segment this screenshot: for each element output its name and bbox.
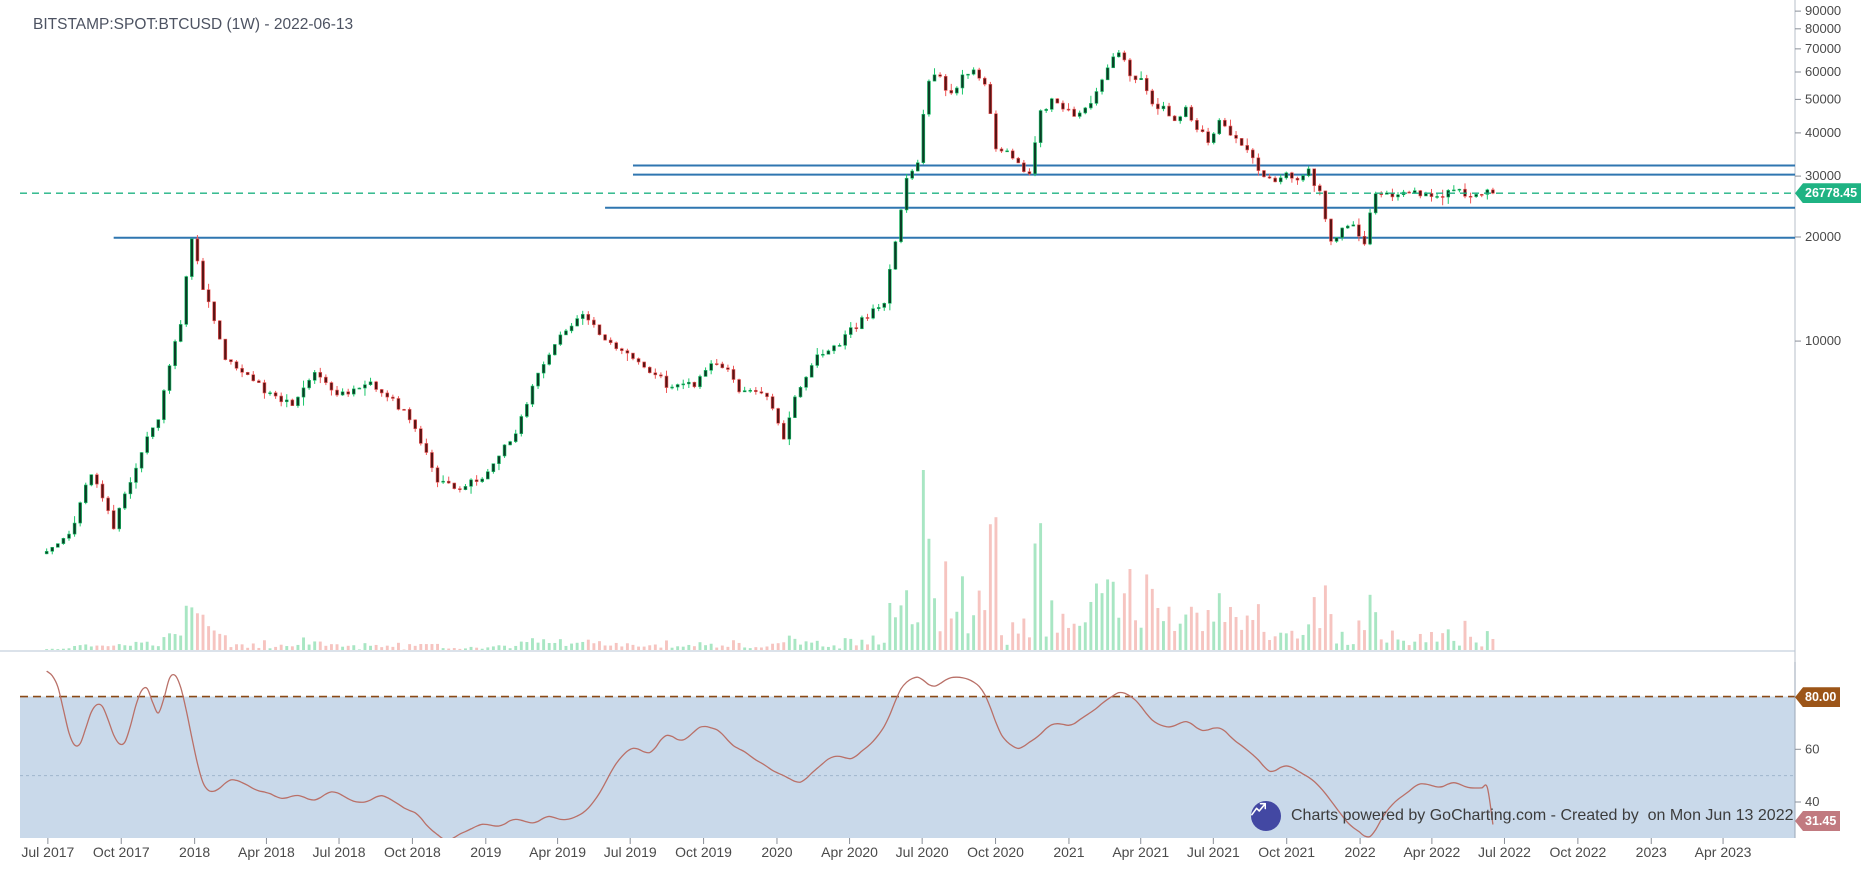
svg-text:Oct 2022: Oct 2022 [1549,844,1606,860]
svg-text:Apr 2023: Apr 2023 [1695,844,1752,860]
svg-text:20000: 20000 [1805,229,1841,244]
svg-text:Apr 2021: Apr 2021 [1112,844,1169,860]
svg-text:Apr 2020: Apr 2020 [821,844,878,860]
svg-text:2021: 2021 [1053,844,1084,860]
svg-text:Jul 2020: Jul 2020 [896,844,949,860]
svg-text:30000: 30000 [1805,168,1841,183]
svg-text:Apr 2019: Apr 2019 [529,844,586,860]
svg-text:2020: 2020 [761,844,792,860]
svg-text:2022: 2022 [1345,844,1376,860]
svg-text:60: 60 [1805,741,1819,756]
svg-text:Oct 2020: Oct 2020 [967,844,1024,860]
svg-text:2023: 2023 [1636,844,1667,860]
svg-text:Oct 2021: Oct 2021 [1258,844,1315,860]
svg-text:10000: 10000 [1805,333,1841,348]
svg-text:Oct 2017: Oct 2017 [93,844,150,860]
svg-text:Jul 2018: Jul 2018 [313,844,366,860]
svg-text:Jul 2017: Jul 2017 [21,844,74,860]
svg-text:2019: 2019 [470,844,501,860]
svg-text:Oct 2018: Oct 2018 [384,844,441,860]
svg-text:Jul 2019: Jul 2019 [604,844,657,860]
svg-text:Apr 2022: Apr 2022 [1403,844,1460,860]
svg-text:90000: 90000 [1805,3,1841,18]
svg-text:50000: 50000 [1805,91,1841,106]
svg-text:Oct 2019: Oct 2019 [675,844,732,860]
svg-text:40000: 40000 [1805,125,1841,140]
svg-text:2018: 2018 [179,844,210,860]
svg-text:Jul 2021: Jul 2021 [1187,844,1240,860]
svg-text:70000: 70000 [1805,41,1841,56]
svg-text:80000: 80000 [1805,21,1841,36]
svg-text:Apr 2018: Apr 2018 [238,844,295,860]
svg-text:60000: 60000 [1805,64,1841,79]
svg-text:Jul 2022: Jul 2022 [1478,844,1531,860]
